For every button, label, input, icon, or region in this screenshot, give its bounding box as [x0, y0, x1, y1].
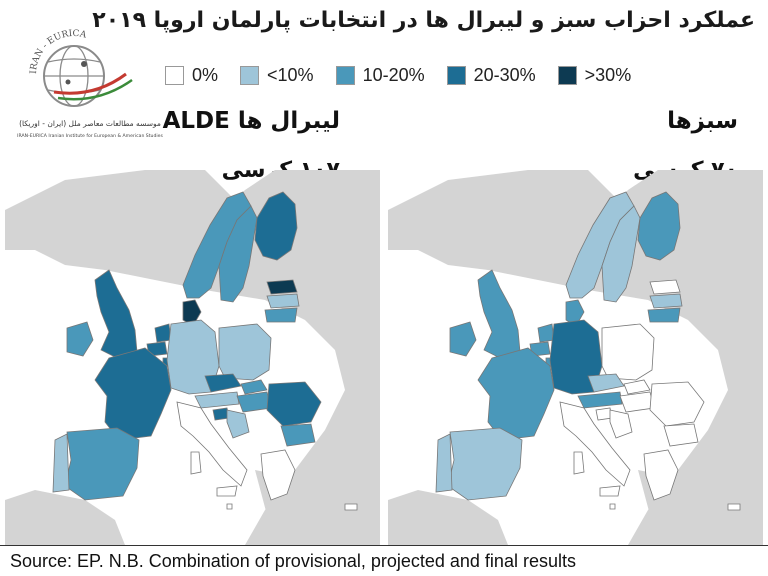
- legend-item: 0%: [165, 65, 218, 86]
- legend-swatch: [557, 65, 577, 85]
- country-finland: [254, 191, 298, 261]
- legend-swatch: [165, 65, 184, 85]
- country-romania: [266, 381, 322, 427]
- country-malta: [609, 503, 616, 510]
- country-sweden: [218, 205, 258, 303]
- greens-panel-title: سبزها: [667, 108, 738, 134]
- country-sicily: [216, 485, 238, 497]
- legend: 0% <10% 10-20% 20-30% >30%: [165, 63, 653, 87]
- country-sweden: [601, 205, 641, 303]
- country-austria: [577, 391, 623, 409]
- country-spain: [447, 427, 523, 501]
- country-estonia: [266, 279, 298, 295]
- country-france: [477, 347, 555, 441]
- country-hungary: [619, 391, 655, 413]
- country-slovakia: [240, 379, 268, 395]
- country-czechia: [587, 373, 625, 393]
- legend-label: 0%: [192, 64, 219, 85]
- iran-eurica-logo: IRAN - EURICA موسسه مطالعات معاصر ملل (ا…: [17, 29, 163, 139]
- legend-swatch: [240, 65, 260, 85]
- country-sicily: [599, 485, 621, 497]
- country-bulgaria: [280, 423, 316, 447]
- legend-label: <10%: [267, 64, 314, 85]
- country-slovakia: [623, 379, 651, 395]
- country-greece: [260, 449, 296, 501]
- logo-org-name-en: IRAN-EURICA Iranian Institute for Europe…: [17, 133, 163, 139]
- country-ireland: [449, 321, 477, 357]
- legend-label: >30%: [584, 64, 632, 85]
- country-czechia: [204, 373, 242, 393]
- country-netherlands: [537, 323, 555, 343]
- country-spain: [64, 427, 140, 501]
- country-sardinia: [190, 451, 202, 475]
- country-lithuania: [647, 307, 681, 323]
- country-hungary: [236, 391, 272, 413]
- legend-label: 20-30%: [473, 64, 536, 85]
- globe-icon: [43, 45, 133, 107]
- country-poland: [601, 323, 655, 381]
- country-latvia: [266, 293, 300, 309]
- country-lithuania: [264, 307, 298, 323]
- country-ireland: [66, 321, 94, 357]
- greens-map: [388, 170, 763, 545]
- country-estonia: [649, 279, 681, 295]
- country-portugal: [52, 433, 70, 493]
- legend-item: <10%: [240, 65, 314, 86]
- country-sardinia: [573, 451, 585, 475]
- country-finland: [637, 191, 681, 261]
- country-italy: [559, 401, 631, 487]
- country-slovenia: [595, 407, 613, 421]
- country-cyprus: [727, 503, 741, 511]
- legend-label: 10-20%: [362, 64, 425, 85]
- legend-item: >30%: [557, 64, 632, 86]
- country-uk: [94, 269, 138, 359]
- country-denmark: [182, 299, 202, 327]
- source-note: Source: EP. N.B. Combination of provisio…: [0, 545, 768, 576]
- legend-swatch: [335, 65, 355, 85]
- country-poland: [218, 323, 272, 381]
- country-france: [94, 347, 172, 441]
- legend-swatch: [446, 65, 466, 85]
- country-italy: [176, 401, 248, 487]
- country-netherlands: [154, 323, 172, 343]
- non-eu-land: [388, 170, 763, 545]
- legend-item: 20-30%: [446, 64, 536, 86]
- country-austria: [194, 391, 240, 409]
- country-croatia: [226, 409, 250, 439]
- country-portugal: [435, 433, 453, 493]
- non-eu-land: [388, 490, 508, 545]
- non-eu-land: [5, 170, 380, 545]
- liberals-map: [5, 170, 380, 545]
- country-cyprus: [344, 503, 358, 511]
- country-romania: [649, 381, 705, 427]
- country-uk: [477, 269, 521, 359]
- map-title: عملکرد احزاب سبز و لیبرال ها در انتخابات…: [92, 8, 755, 33]
- country-malta: [226, 503, 233, 510]
- legend-item: 10-20%: [335, 64, 425, 86]
- country-latvia: [649, 293, 683, 309]
- country-denmark: [565, 299, 585, 327]
- non-eu-land: [5, 490, 125, 545]
- country-greece: [643, 449, 679, 501]
- logo-org-name: موسسه مطالعات معاصر ملل (ایران - اوریکا): [19, 119, 161, 128]
- country-bulgaria: [663, 423, 699, 447]
- liberals-panel-title: لیبرال ها ALDE: [162, 108, 340, 134]
- country-croatia: [609, 409, 633, 439]
